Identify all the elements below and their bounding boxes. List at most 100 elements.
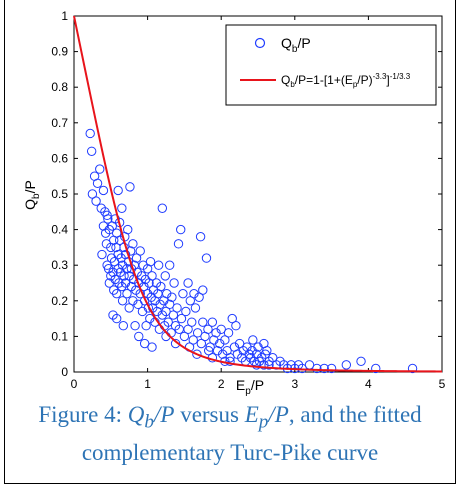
- scatter-point: [176, 224, 186, 235]
- y-tick-label: 0: [61, 365, 68, 379]
- legend-fit-label: Qb/P=1-[1+(Ep/P)-3.3]-1/3.3: [281, 72, 411, 89]
- scatter-point: [225, 353, 235, 363]
- scatter-point: [111, 288, 122, 299]
- y-tick-label: 0.2: [51, 294, 68, 308]
- scatter-point: [128, 296, 138, 306]
- scatter-point: [183, 278, 193, 288]
- scatter-point: [102, 210, 112, 221]
- scatter-point: [341, 360, 352, 370]
- scatter-point: [85, 128, 95, 139]
- scatter-point: [130, 321, 140, 331]
- scatter-point: [95, 164, 105, 174]
- scatter-point: [371, 363, 381, 374]
- scatter-point: [216, 324, 226, 334]
- scatter-point: [122, 288, 132, 299]
- scatter-point: [145, 256, 156, 267]
- scatter-point: [242, 342, 252, 352]
- scatter-point: [143, 303, 154, 313]
- figure-frame: [4, 0, 456, 484]
- scatter-point: [167, 292, 177, 302]
- scatter-point: [231, 321, 241, 331]
- scatter-point: [207, 317, 218, 327]
- scatter-point: [187, 317, 197, 327]
- scatter-point: [135, 246, 145, 256]
- scatter-point: [113, 185, 123, 196]
- y-tick-label: 0.8: [51, 80, 68, 94]
- scatter-point: [178, 288, 188, 299]
- scatter-point: [203, 345, 214, 356]
- scatter-point: [162, 288, 172, 299]
- x-ticks: 0 1 2 3 4 5: [71, 16, 446, 391]
- scatter-point: [198, 317, 208, 327]
- scatter-point: [123, 224, 133, 235]
- scatter-point: [147, 271, 157, 281]
- scatter-point: [117, 296, 128, 306]
- legend-scatter-marker: [254, 37, 266, 49]
- chart: 0 1 2 3 4 5 0 0.1 0.2 0.3 0.4 0.5 0.6 0.7 0.8 0.9 1 Ep/…: [22, 9, 446, 397]
- scatter-point: [128, 239, 138, 249]
- scatter-point: [264, 360, 274, 370]
- scatter-point: [223, 328, 234, 338]
- scatter-point: [117, 203, 127, 213]
- scatter-point: [147, 342, 157, 352]
- figure-caption: Figure 4: Qb/P versus Ep/P, and the fitt…: [4, 400, 456, 468]
- scatter-point: [259, 338, 269, 349]
- scatter-point: [118, 321, 129, 331]
- y-tick-label: 0.6: [51, 151, 68, 165]
- scatter-point: [164, 260, 175, 270]
- scatter-point: [248, 335, 258, 345]
- scatter-point: [109, 285, 119, 295]
- scatter-point: [203, 324, 213, 334]
- caption-line-1: Figure 4: Qb/P versus Ep/P, and the fitt…: [38, 402, 422, 433]
- scatter-point: [181, 306, 191, 317]
- scatter-point: [97, 249, 107, 260]
- scatter-point: [176, 313, 187, 324]
- scatter-point: [251, 360, 262, 370]
- scatter-point: [356, 356, 366, 367]
- scatter-point: [163, 317, 173, 327]
- y-tick-label: 0.9: [51, 45, 68, 59]
- scatter-point: [312, 363, 322, 374]
- scatter-point: [104, 224, 115, 235]
- y-tick-label: 0.7: [51, 116, 68, 130]
- x-axis-label: Ep/P: [236, 377, 264, 397]
- scatter-point: [153, 260, 164, 270]
- y-tick-label: 0.3: [51, 258, 68, 272]
- scatter-point: [319, 363, 329, 374]
- y-tick-label: 1: [61, 9, 68, 23]
- scatter-point: [326, 363, 337, 374]
- scatter-point: [114, 278, 124, 288]
- scatter-point: [92, 178, 103, 189]
- scatter-point: [225, 356, 235, 367]
- caption-line-2: complementary Turc-Pike curve: [81, 439, 379, 465]
- x-tick-label: 4: [365, 377, 372, 391]
- scatter-point: [98, 185, 109, 196]
- scatter-point: [156, 281, 166, 292]
- scatter-point: [192, 349, 202, 359]
- scatter-point: [86, 146, 97, 156]
- y-axis-label: Qb/P: [22, 180, 42, 210]
- scatter-point: [145, 313, 155, 324]
- x-tick-label: 3: [291, 377, 298, 391]
- fit-curve: [73, 15, 443, 373]
- scatter-point: [195, 232, 206, 242]
- y-tick-label: 0.4: [51, 223, 68, 237]
- scatter-point: [113, 249, 123, 260]
- y-tick-label: 0.1: [51, 329, 68, 343]
- scatter-point: [103, 214, 113, 224]
- scatter-point: [201, 253, 212, 263]
- legend-scatter-label: Qb/P: [281, 35, 311, 55]
- y-ticks: 0 0.1 0.2 0.3 0.4 0.5 0.6 0.7 0.8 0.9 1: [51, 9, 442, 379]
- x-tick-label: 0: [71, 377, 78, 391]
- scatter-point: [198, 285, 208, 295]
- legend-box: [225, 24, 437, 106]
- scatter-point: [407, 363, 418, 374]
- scatter-point: [108, 267, 118, 278]
- scatter-point: [91, 196, 101, 206]
- scatter-point: [111, 313, 122, 324]
- x-tick-label: 5: [439, 377, 446, 391]
- scatter-point: [215, 338, 225, 349]
- scatter-point: [259, 360, 269, 370]
- scatter-point: [157, 203, 168, 213]
- scatter-point: [164, 299, 175, 310]
